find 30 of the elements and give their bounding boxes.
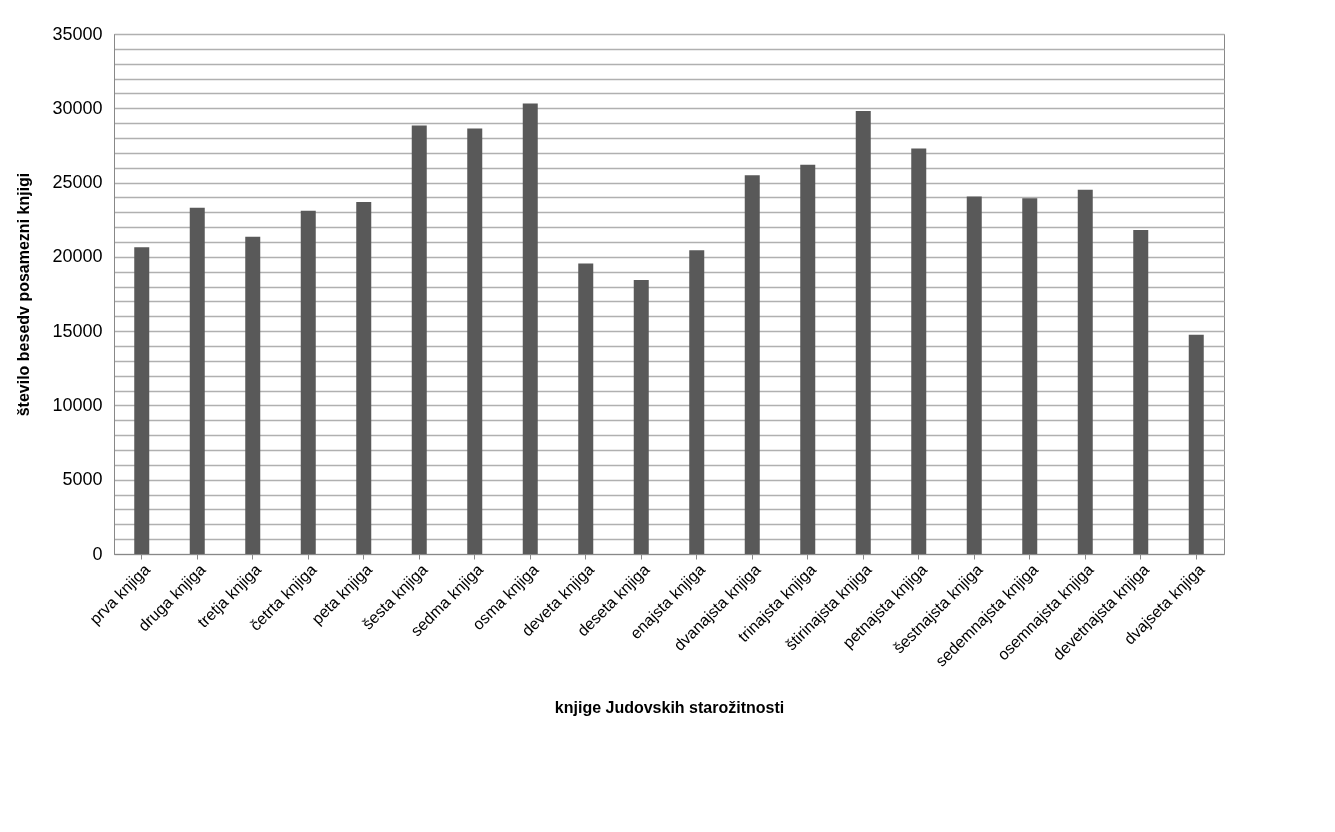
y-axis-title: število besedv posamezni knjigi bbox=[15, 172, 33, 417]
bar bbox=[578, 263, 594, 554]
bar bbox=[689, 250, 705, 554]
bar bbox=[300, 210, 316, 554]
y-tick-label: 30000 bbox=[52, 97, 103, 118]
bar bbox=[467, 128, 483, 554]
bar bbox=[356, 202, 372, 554]
bar bbox=[245, 236, 261, 554]
x-axis-title: knjige Judovskih starožitnosti bbox=[554, 698, 785, 716]
y-tick-label: 35000 bbox=[52, 23, 103, 44]
y-tick-label: 15000 bbox=[52, 320, 103, 341]
y-tick-label: 10000 bbox=[52, 394, 103, 415]
y-tick-label: 25000 bbox=[52, 172, 103, 193]
y-tick-label: 5000 bbox=[62, 469, 103, 490]
bar bbox=[1022, 198, 1038, 554]
bar bbox=[800, 164, 816, 554]
bar bbox=[633, 279, 649, 554]
bar bbox=[744, 175, 760, 554]
bar bbox=[966, 196, 982, 554]
bar bbox=[134, 247, 150, 554]
y-tick-label: 0 bbox=[92, 543, 103, 564]
bar bbox=[522, 103, 538, 554]
bar bbox=[911, 148, 927, 554]
bar bbox=[1077, 189, 1093, 554]
bar bbox=[855, 111, 871, 554]
bar bbox=[1188, 334, 1204, 554]
bar bbox=[1133, 230, 1149, 554]
bar bbox=[189, 207, 205, 554]
y-tick-label: 20000 bbox=[52, 246, 103, 267]
bar bbox=[411, 125, 427, 554]
